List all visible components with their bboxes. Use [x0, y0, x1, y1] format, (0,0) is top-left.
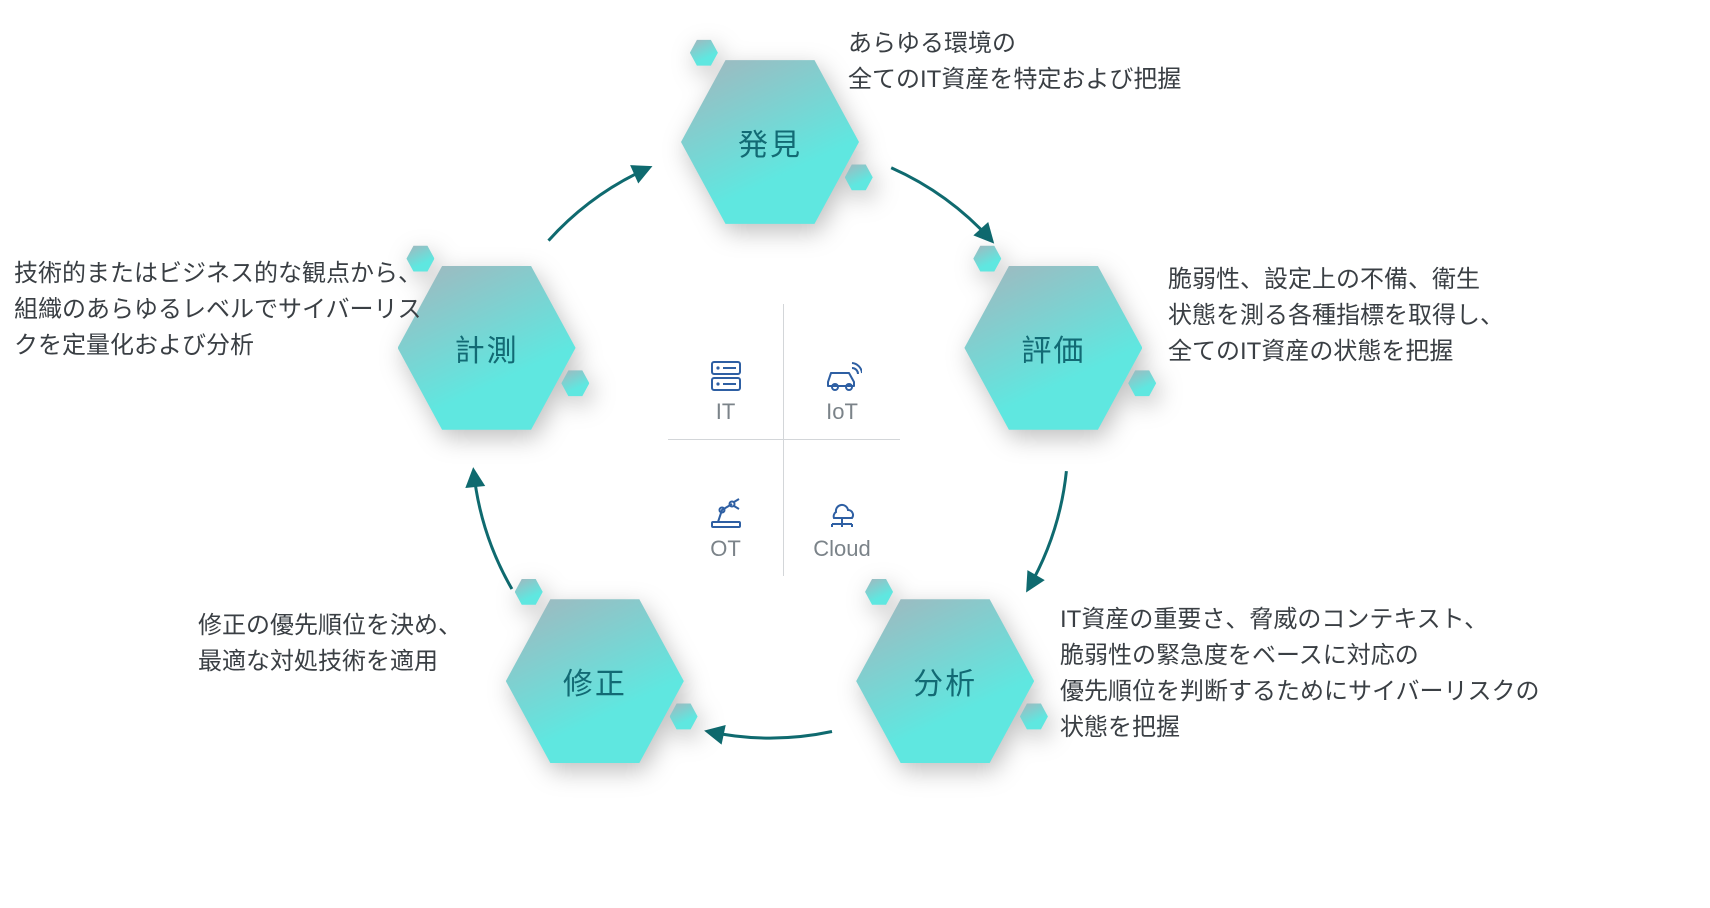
- hex-label-discover: 発見: [738, 120, 802, 164]
- mini-hex-icon: [1020, 702, 1048, 730]
- desc-discover: あらゆる環境の 全てのIT資産を特定および把握: [848, 26, 1181, 98]
- desc-analyze: IT資産の重要さ、脅威のコンテキスト、 脆弱性の緊急度をベースに対応の 優先順位…: [1060, 602, 1540, 746]
- mini-hex-icon: [865, 578, 893, 606]
- desc-measure: 技術的またはビジネス的な観点から、 組織のあらゆるレベルでサイバーリス クを定量…: [14, 256, 422, 364]
- center-label-ot: OT: [710, 536, 741, 562]
- arrow-analyze-to-fix: [708, 732, 832, 739]
- diagram-stage: IT IoT OT: [0, 0, 1710, 908]
- hex-shape: 発見: [681, 53, 859, 231]
- hex-label-analyze: 分析: [913, 659, 977, 703]
- cloud-net-icon: [822, 496, 862, 530]
- arrow-discover-to-assess: [891, 168, 991, 241]
- center-label-it: IT: [716, 399, 736, 425]
- arrow-fix-to-measure: [474, 471, 512, 589]
- hex-node-assess: 評価: [964, 259, 1142, 437]
- arrow-measure-to-discover: [549, 168, 649, 241]
- arrow-assess-to-analyze: [1028, 471, 1066, 589]
- hex-node-fix: 修正: [506, 592, 684, 770]
- hex-shape: 評価: [964, 259, 1142, 437]
- center-category-grid: IT IoT OT: [668, 304, 900, 576]
- center-cell-iot: IoT: [784, 304, 900, 440]
- hex-label-fix: 修正: [563, 659, 627, 703]
- hex-label-assess: 評価: [1021, 326, 1085, 370]
- center-cell-ot: OT: [668, 440, 784, 576]
- center-label-iot: IoT: [826, 399, 858, 425]
- mini-hex-icon: [1128, 369, 1156, 397]
- mini-hex-icon: [973, 245, 1001, 273]
- center-label-cloud: Cloud: [813, 536, 870, 562]
- mini-hex-icon: [690, 39, 718, 67]
- mini-hex-icon: [561, 369, 589, 397]
- desc-fix: 修正の優先順位を決め、 最適な対処技術を適用: [198, 608, 462, 680]
- desc-assess: 脆弱性、設定上の不備、衛生 状態を測る各種指標を取得し、 全てのIT資産の状態を…: [1168, 262, 1504, 370]
- car-iot-icon: [822, 359, 862, 393]
- server-icon: [706, 359, 746, 393]
- center-cell-cloud: Cloud: [784, 440, 900, 576]
- hex-node-discover: 発見: [681, 53, 859, 231]
- hex-node-measure: 計測: [398, 259, 576, 437]
- center-cell-it: IT: [668, 304, 784, 440]
- hex-label-measure: 計測: [455, 326, 519, 370]
- mini-hex-icon: [845, 163, 873, 191]
- hex-node-analyze: 分析: [856, 592, 1034, 770]
- hex-shape: 計測: [398, 259, 576, 437]
- hex-shape: 分析: [856, 592, 1034, 770]
- robot-arm-icon: [706, 496, 746, 530]
- hex-shape: 修正: [506, 592, 684, 770]
- mini-hex-icon: [670, 702, 698, 730]
- mini-hex-icon: [515, 578, 543, 606]
